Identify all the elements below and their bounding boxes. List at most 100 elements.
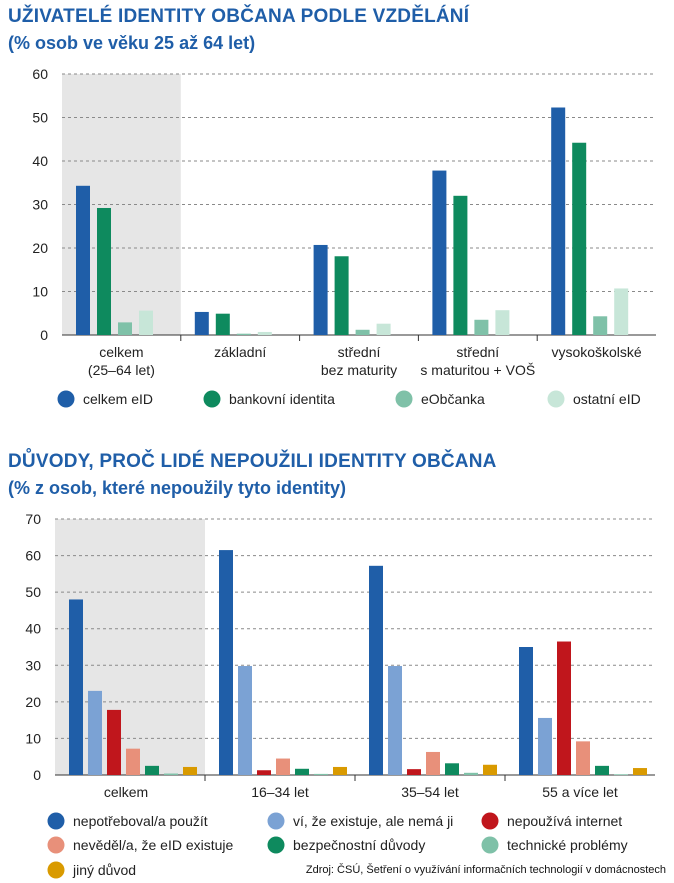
bar-0-2 — [313, 244, 328, 335]
bar-6-3 — [633, 768, 647, 775]
category-label: střední — [338, 344, 381, 360]
legend-marker — [547, 390, 565, 408]
bar-6-0 — [183, 766, 197, 775]
bar-5-1 — [314, 773, 328, 775]
bar-0-3 — [519, 647, 533, 775]
legend-marker — [481, 812, 499, 830]
bar-1-3 — [453, 195, 468, 335]
category-label: celkem — [104, 784, 148, 800]
bar-3-2 — [426, 751, 440, 775]
bar-1-2 — [334, 256, 349, 335]
chart1-svg: 0 10 20 30 40 50 60 celkem (25–64 let) základní st… — [32, 66, 656, 408]
y-tick-label: 60 — [25, 548, 41, 564]
bar-4-1 — [295, 768, 309, 775]
y-tick-label: 60 — [32, 66, 48, 82]
bar-0-3 — [432, 170, 447, 335]
bar-1-3 — [538, 717, 552, 775]
bar-3-3 — [576, 741, 590, 775]
bar-0-0 — [76, 185, 90, 335]
category-label: celkem — [99, 344, 143, 360]
bar-2-2 — [355, 329, 370, 335]
legend-marker — [267, 836, 285, 854]
legend-label: technické problémy — [507, 837, 628, 853]
legend-label: celkem eID — [83, 391, 153, 407]
bar-2-3 — [474, 319, 489, 335]
legend-marker — [267, 812, 285, 830]
bar-5-2 — [464, 772, 478, 775]
bar-0-2 — [369, 565, 383, 775]
y-tick-label: 20 — [32, 240, 48, 256]
bar-3-1 — [276, 758, 290, 775]
bar-2-3 — [557, 641, 571, 775]
bar-3-3 — [495, 310, 510, 335]
legend-label: ví, že existuje, ale nemá ji — [293, 813, 453, 829]
bar-2-1 — [236, 333, 251, 335]
y-tick-label: 10 — [32, 284, 48, 300]
bar-1-1 — [215, 313, 230, 335]
bar-4-0 — [145, 765, 159, 775]
legend-marker — [203, 390, 221, 408]
bar-0-1 — [219, 550, 233, 775]
bar-5-0 — [164, 773, 178, 775]
legend-marker — [481, 836, 499, 854]
bar-3-1 — [257, 331, 272, 335]
bar-3-2 — [376, 323, 391, 335]
bar-2-0 — [107, 709, 121, 775]
bar-3-4 — [614, 288, 629, 335]
chart2-subtitle: (% z osob, které nepoužily tyto identity… — [8, 478, 347, 498]
bar-3-0 — [126, 748, 140, 775]
y-tick-label: 30 — [25, 657, 41, 673]
legend-label: jiný důvod — [72, 862, 136, 878]
bar-0-0 — [69, 599, 83, 775]
legend-marker — [47, 861, 65, 879]
category-label: vysokoškolské — [551, 344, 641, 360]
bar-0-4 — [551, 107, 566, 336]
bar-1-4 — [572, 142, 587, 335]
bar-1-2 — [388, 666, 402, 775]
y-tick-label: 40 — [25, 621, 41, 637]
bar-4-2 — [445, 763, 459, 775]
y-tick-label: 40 — [32, 153, 48, 169]
bar-6-1 — [333, 766, 347, 775]
legend-label: eObčanka — [421, 391, 485, 407]
bar-0-1 — [194, 311, 209, 335]
legend-marker — [57, 390, 75, 408]
legend-label: nevěděl/a, že eID existuje — [73, 837, 234, 853]
category-label: bez maturity — [321, 362, 397, 378]
category-label: 35–54 let — [401, 784, 459, 800]
bar-1-0 — [97, 207, 111, 335]
bar-3-0 — [139, 310, 153, 335]
y-tick-label: 0 — [33, 767, 41, 783]
bar-4-3 — [595, 765, 609, 775]
legend-label: bezpečnostní důvody — [293, 837, 425, 853]
bar-5-3 — [614, 774, 628, 776]
bar-1-0 — [88, 690, 102, 775]
bar-2-4 — [593, 316, 608, 335]
legend-marker — [47, 836, 65, 854]
category-label: základní — [214, 344, 266, 360]
category-label: 16–34 let — [251, 784, 309, 800]
y-tick-label: 20 — [25, 694, 41, 710]
bar-1-1 — [238, 666, 252, 775]
category-label: střední — [456, 344, 499, 360]
category-label: (25–64 let) — [88, 362, 155, 378]
y-tick-label: 50 — [32, 110, 48, 126]
bar-2-1 — [257, 770, 271, 775]
bar-6-2 — [483, 764, 497, 775]
y-tick-label: 0 — [40, 327, 48, 343]
bar-2-0 — [118, 322, 132, 335]
chart1-title: UŽIVATELÉ IDENTITY OBČANA PODLE VZDĚLÁNÍ — [8, 6, 470, 27]
legend-label: ostatní eID — [573, 391, 641, 407]
y-tick-label: 50 — [25, 584, 41, 600]
legend-label: nepoužívá internet — [507, 813, 622, 829]
source-note: Zdroj: ČSÚ, Šetření o využívání informač… — [305, 864, 666, 876]
category-label: s maturitou + VOŠ — [420, 362, 535, 378]
legend-label: nepotřeboval/a použít — [73, 813, 208, 829]
legend-label: bankovní identita — [229, 391, 335, 407]
y-tick-label: 70 — [25, 511, 41, 527]
y-tick-label: 30 — [32, 197, 48, 213]
y-tick-label: 10 — [25, 730, 41, 746]
chart1-subtitle: (% osob ve věku 25 až 64 let) — [8, 33, 256, 53]
category-label: 55 a více let — [542, 784, 618, 800]
